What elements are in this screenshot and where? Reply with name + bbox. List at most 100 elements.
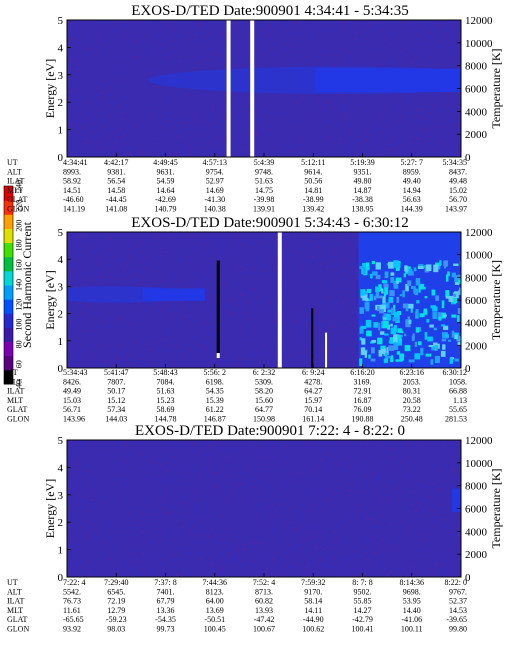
ephemeris-cell: 140.38 xyxy=(204,205,226,214)
noise-pixel xyxy=(70,120,73,122)
noise-pixel xyxy=(188,45,191,47)
ephemeris-cell: 100.11 xyxy=(401,625,423,634)
noise-pixel xyxy=(247,464,250,466)
noise-pixel xyxy=(379,533,382,535)
noise-pixel xyxy=(384,137,387,139)
noise-pixel xyxy=(303,59,306,61)
noise-pixel xyxy=(156,56,159,58)
noise-pixel xyxy=(117,313,120,315)
noise-pixel xyxy=(107,104,110,106)
enhanced-pixel xyxy=(454,291,459,299)
noise-pixel xyxy=(86,347,89,349)
enhanced-pixel xyxy=(402,290,405,298)
noise-pixel xyxy=(251,267,254,269)
enhanced-pixel xyxy=(371,260,375,265)
noise-pixel xyxy=(103,246,106,248)
noise-pixel xyxy=(68,323,71,325)
noise-pixel xyxy=(245,92,248,94)
noise-pixel xyxy=(456,527,459,529)
noise-pixel xyxy=(189,315,192,317)
noise-pixel xyxy=(343,326,346,328)
noise-pixel xyxy=(75,103,78,106)
noise-pixel xyxy=(216,148,219,150)
noise-pixel xyxy=(137,56,140,58)
noise-pixel xyxy=(328,269,331,271)
noise-pixel xyxy=(75,252,78,254)
noise-pixel xyxy=(338,113,341,116)
noise-pixel xyxy=(135,460,138,462)
noise-pixel xyxy=(87,47,90,50)
noise-pixel xyxy=(298,512,301,514)
noise-pixel xyxy=(431,524,434,527)
ephemeris-cell: 146.87 xyxy=(204,415,226,424)
ephemeris-cell: 9381. xyxy=(107,167,125,176)
noise-pixel xyxy=(76,468,79,470)
noise-pixel xyxy=(135,342,138,345)
noise-pixel xyxy=(296,253,299,255)
noise-pixel xyxy=(363,63,366,65)
noise-pixel xyxy=(168,505,171,508)
noise-pixel xyxy=(90,350,93,352)
noise-pixel xyxy=(392,144,395,146)
noise-pixel xyxy=(68,361,71,363)
noise-pixel xyxy=(95,538,98,540)
noise-pixel xyxy=(250,487,253,489)
noise-pixel xyxy=(227,474,230,476)
ephemeris-cell: -59.23 xyxy=(106,615,127,624)
noise-pixel xyxy=(230,311,233,313)
noise-pixel xyxy=(181,558,184,560)
noise-pixel xyxy=(117,499,120,501)
noise-pixel xyxy=(191,320,194,322)
noise-pixel xyxy=(255,481,258,483)
enhanced-pixel xyxy=(408,359,415,363)
noise-pixel xyxy=(359,468,362,470)
noise-pixel xyxy=(398,120,401,122)
noise-pixel xyxy=(322,147,325,149)
noise-pixel xyxy=(188,538,191,540)
enhanced-pixel xyxy=(404,345,411,352)
noise-pixel xyxy=(375,495,378,497)
noise-pixel xyxy=(184,443,187,445)
noise-pixel xyxy=(148,349,151,351)
noise-pixel xyxy=(413,146,416,148)
noise-pixel xyxy=(307,26,310,28)
noise-pixel xyxy=(211,556,214,558)
noise-pixel xyxy=(257,505,260,507)
ephemeris-cell: 14.27 xyxy=(354,606,372,615)
noise-pixel xyxy=(225,455,228,457)
noise-pixel xyxy=(340,300,343,302)
y-tick-label: 3 xyxy=(58,281,64,293)
noise-pixel xyxy=(290,148,293,150)
noise-pixel xyxy=(94,73,97,76)
noise-pixel xyxy=(242,276,245,278)
noise-pixel xyxy=(420,539,423,541)
enhanced-pixel xyxy=(459,287,461,295)
noise-pixel xyxy=(230,138,233,140)
noise-pixel xyxy=(138,20,141,22)
ephemeris-cell: 15.97 xyxy=(304,396,322,405)
noise-pixel xyxy=(86,532,89,534)
noise-pixel xyxy=(87,343,90,346)
noise-pixel xyxy=(302,108,305,110)
noise-pixel xyxy=(388,440,391,443)
noise-pixel xyxy=(270,243,273,246)
noise-pixel xyxy=(215,358,218,360)
ephemeris-cell: -46.60 xyxy=(63,195,84,204)
noise-pixel xyxy=(325,61,328,63)
panel-3: EXOS-D/TED Date:900901 7:22: 4 - 8:22: 0… xyxy=(7,423,503,634)
ephemeris-cell: 5:34:35 xyxy=(443,158,467,167)
noise-pixel xyxy=(132,495,135,497)
noise-pixel xyxy=(88,508,91,510)
noise-pixel xyxy=(328,471,331,473)
noise-pixel xyxy=(145,355,148,357)
noise-pixel xyxy=(299,21,302,23)
noise-pixel xyxy=(85,111,88,113)
noise-pixel xyxy=(354,235,357,237)
noise-pixel xyxy=(305,235,308,237)
noise-pixel xyxy=(305,302,308,304)
noise-pixel xyxy=(213,294,216,297)
noise-pixel xyxy=(196,56,199,58)
noise-pixel xyxy=(355,269,358,271)
noise-pixel xyxy=(229,252,232,254)
noise-pixel xyxy=(77,63,80,66)
